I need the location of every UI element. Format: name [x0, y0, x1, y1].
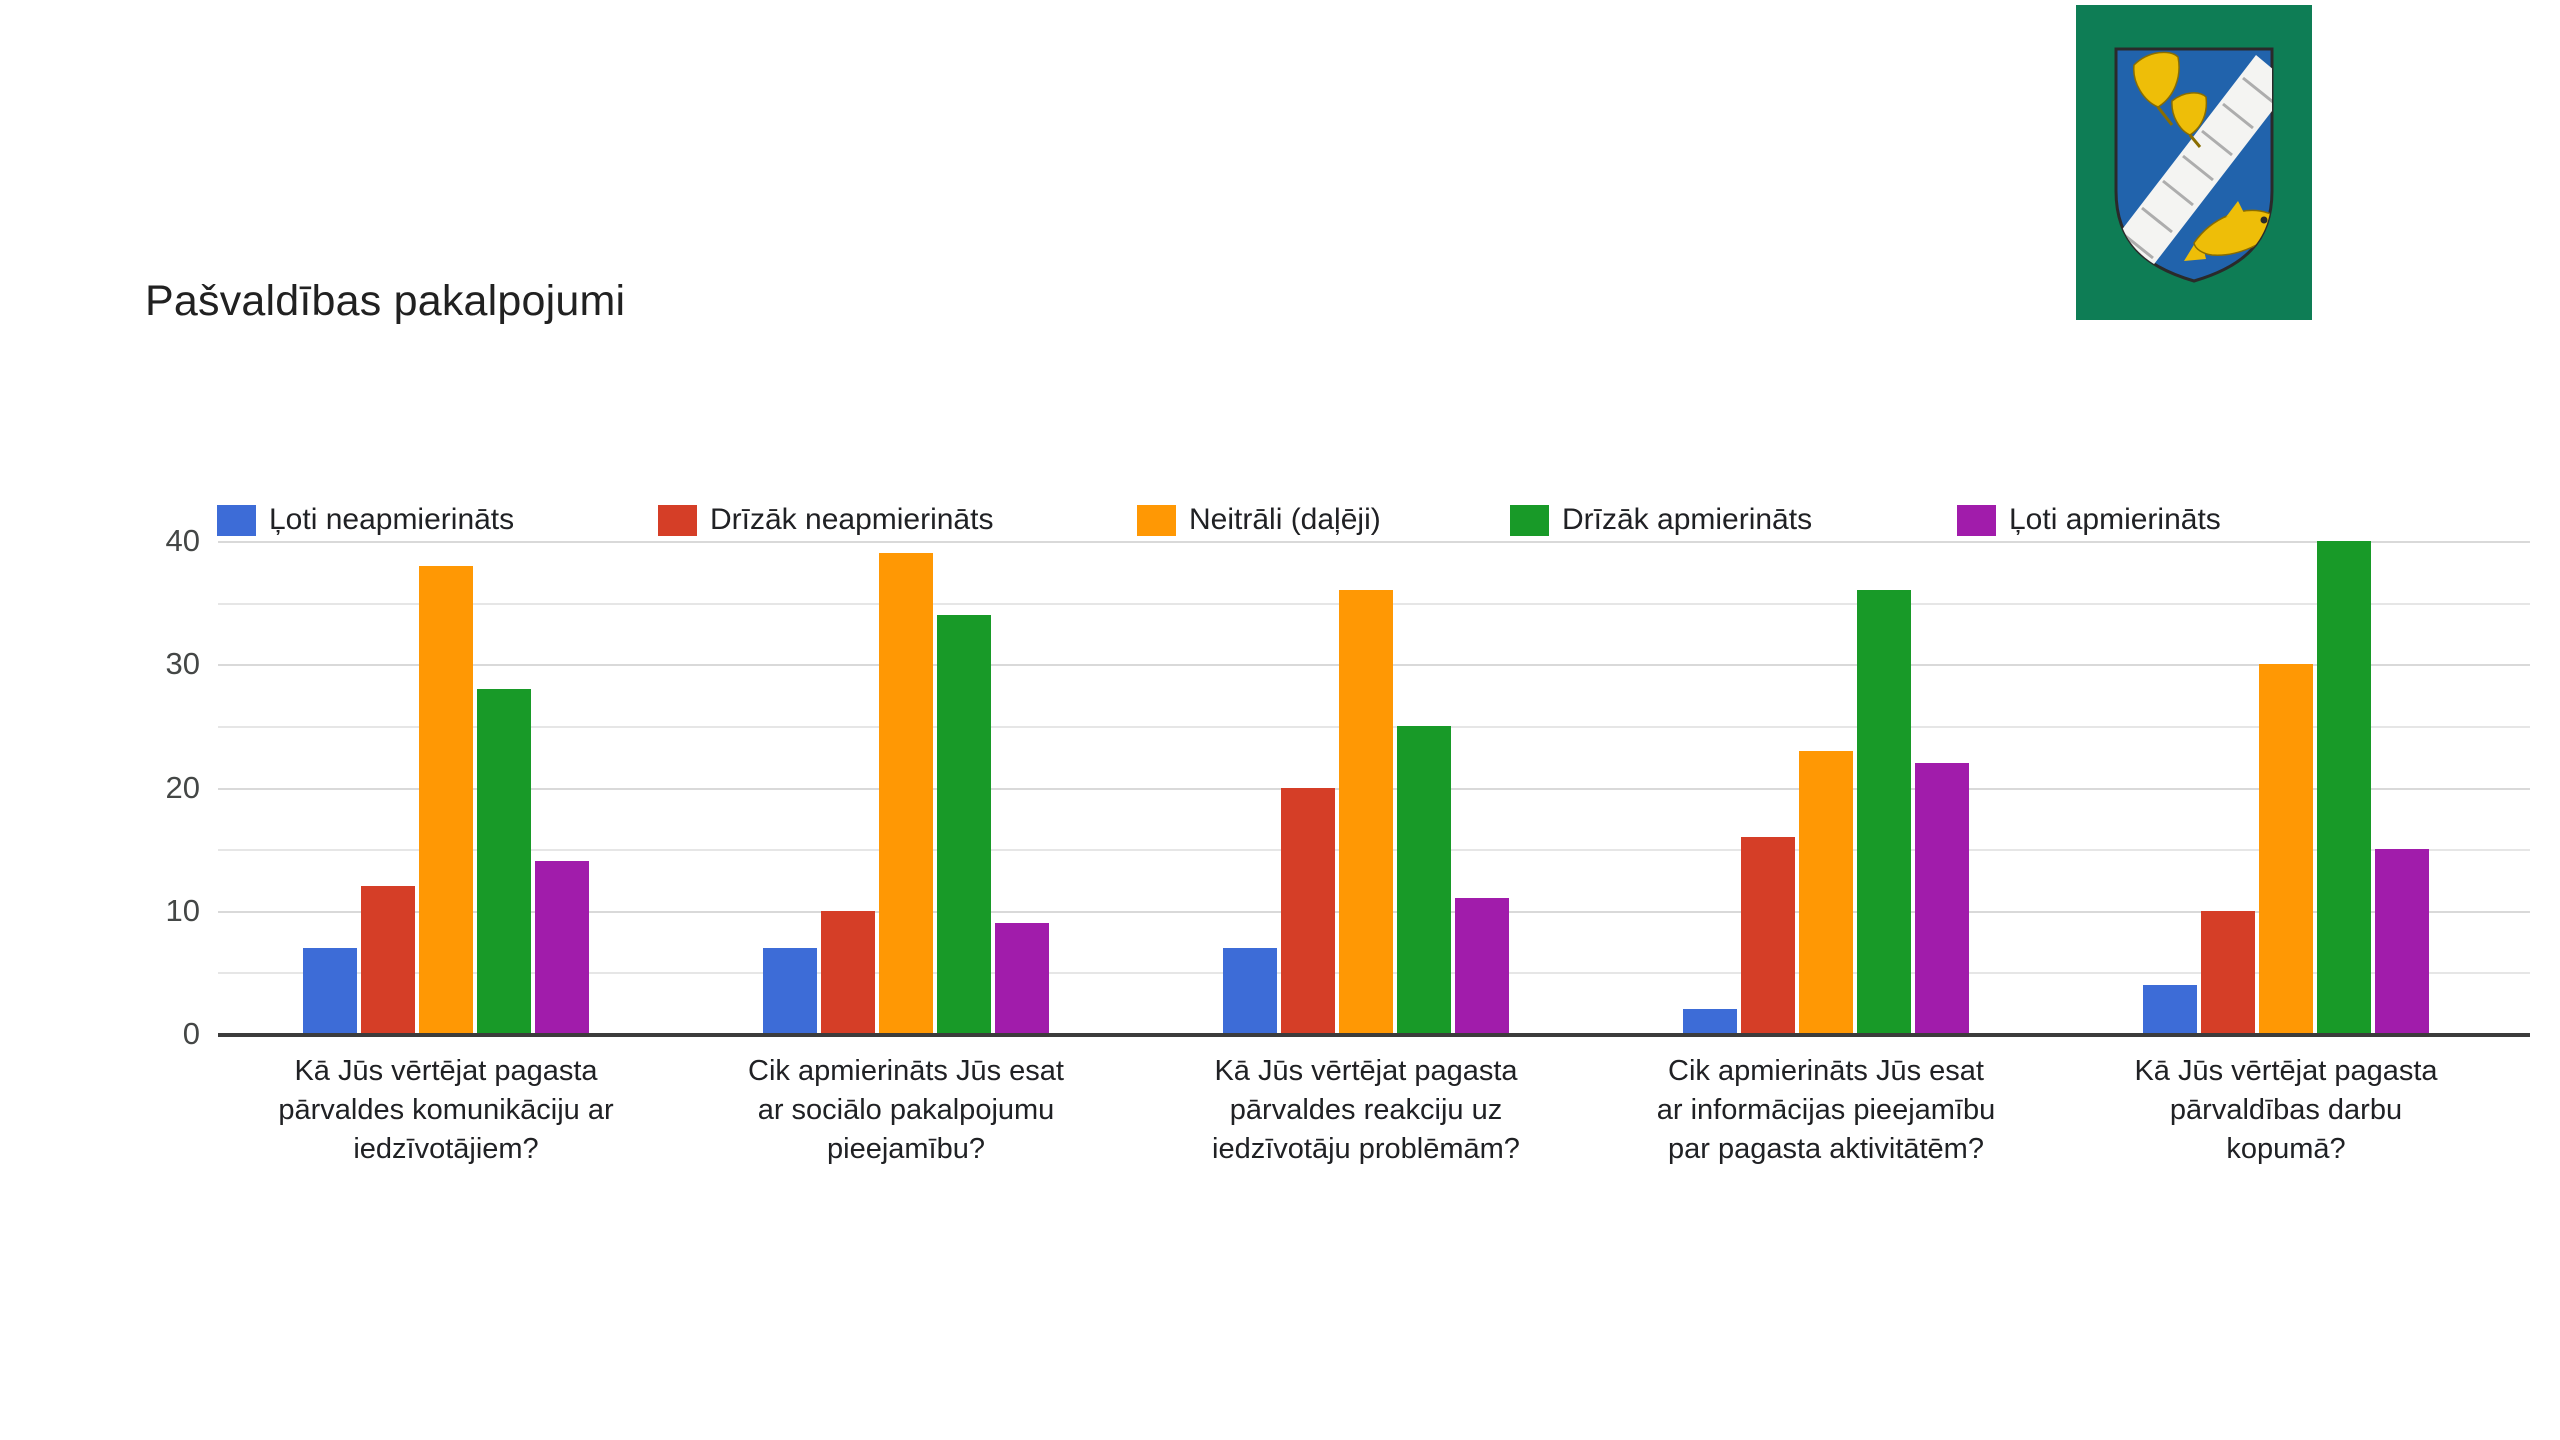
bar[interactable]: [879, 553, 933, 1034]
category-label: Kā Jūs vērtējat pagasta pārvaldības darbu…: [2134, 1055, 2438, 1165]
category-label: Cik apmierināts Jūs esat ar sociālo pakal…: [748, 1055, 1064, 1165]
legend-swatch: [1137, 504, 1176, 536]
birch-leaves-icon: [2133, 51, 2208, 148]
legend-label: Drīzāk neapmierināts: [710, 503, 994, 536]
legend-item: Ļoti neapmierināts: [217, 503, 514, 537]
bar[interactable]: [419, 565, 473, 1034]
bar[interactable]: [1397, 725, 1451, 1034]
bar[interactable]: [2375, 849, 2429, 1034]
bar[interactable]: [1223, 947, 1277, 1034]
bar[interactable]: [303, 947, 357, 1034]
category-label: Kā Jūs vērtējat pagasta pārvaldes reakcij…: [1212, 1055, 1520, 1165]
y-tick-label: 40: [165, 523, 200, 558]
legend-swatch: [1957, 504, 1996, 536]
bar[interactable]: [937, 614, 991, 1034]
legend-item: Drīzāk neapmierināts: [658, 503, 993, 537]
bar[interactable]: [1857, 590, 1911, 1034]
bar[interactable]: [1741, 836, 1795, 1034]
bar[interactable]: [535, 861, 589, 1034]
bar[interactable]: [763, 947, 817, 1034]
bar[interactable]: [2317, 541, 2371, 1034]
legend-swatch: [1510, 504, 1549, 536]
bar[interactable]: [2201, 910, 2255, 1034]
legend-swatch: [658, 504, 697, 536]
bar[interactable]: [2259, 664, 2313, 1034]
bar[interactable]: [2143, 984, 2197, 1034]
legend-label: Ļoti apmierināts: [2009, 503, 2221, 536]
bar[interactable]: [821, 910, 875, 1034]
category-label: Kā Jūs vērtējat pagasta pārvaldes komunik…: [278, 1055, 614, 1165]
legend-label: Ļoti neapmierināts: [269, 503, 515, 536]
bar[interactable]: [1281, 787, 1335, 1034]
bar[interactable]: [1455, 898, 1509, 1034]
coat-of-arms: [2076, 5, 2312, 320]
bar[interactable]: [1799, 750, 1853, 1034]
y-tick-label: 10: [165, 892, 200, 928]
chart-title: Pašvaldības pakalpojumi: [145, 277, 626, 325]
legend-item: Ļoti apmierināts: [1957, 503, 2221, 537]
y-tick-label: 0: [182, 1016, 200, 1051]
bar[interactable]: [361, 886, 415, 1034]
y-tick-label: 30: [165, 646, 200, 682]
bar[interactable]: [1915, 762, 1969, 1034]
legend-item: Neitrāli (daļēji): [1137, 503, 1381, 537]
legend-item: Drīzāk apmierināts: [1510, 503, 1812, 537]
x-axis-baseline: [218, 1033, 2530, 1037]
rope-band: [2116, 55, 2272, 281]
y-tick-label: 20: [165, 769, 200, 805]
bar[interactable]: [995, 923, 1049, 1034]
rope-twist-lines: [2122, 76, 2272, 260]
category-label: Cik apmierināts Jūs esat ar informācijas …: [1656, 1055, 1996, 1165]
gridline: [218, 541, 2530, 543]
legend-label: Drīzāk apmierināts: [1562, 503, 1813, 536]
legend-swatch: [217, 504, 256, 536]
bar[interactable]: [1683, 1009, 1737, 1034]
legend-label: Neitrāli (daļēji): [1189, 503, 1381, 536]
bar[interactable]: [477, 688, 531, 1034]
bar[interactable]: [1339, 590, 1393, 1034]
